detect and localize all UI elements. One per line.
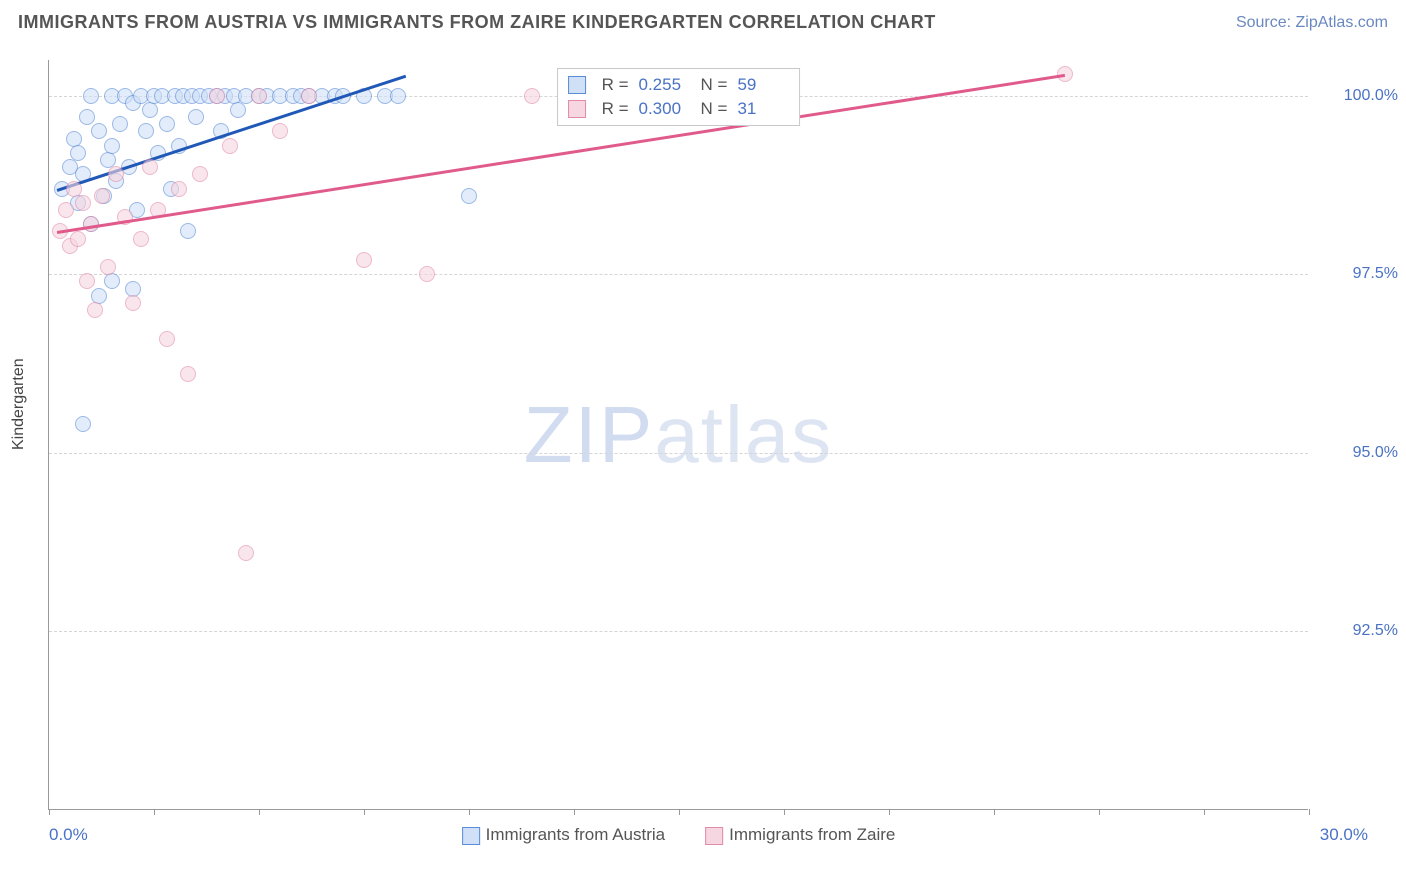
legend-label: Immigrants from Zaire: [729, 825, 895, 844]
data-point: [524, 88, 540, 104]
watermark: ZIPatlas: [524, 389, 833, 481]
data-point: [94, 188, 110, 204]
watermark-zip: ZIP: [524, 390, 654, 479]
source-label: Source: ZipAtlas.com: [1236, 14, 1388, 32]
data-point: [87, 302, 103, 318]
data-point: [209, 88, 225, 104]
data-point: [104, 273, 120, 289]
data-point: [70, 145, 86, 161]
data-point: [159, 331, 175, 347]
r-value: 0.255: [639, 75, 691, 95]
legend-swatch: [462, 827, 480, 845]
data-point: [272, 123, 288, 139]
data-point: [138, 123, 154, 139]
data-point: [251, 88, 267, 104]
data-point: [83, 88, 99, 104]
data-point: [159, 116, 175, 132]
y-tick-label: 100.0%: [1318, 87, 1398, 105]
legend-swatch: [705, 827, 723, 845]
data-point: [192, 166, 208, 182]
data-point: [75, 416, 91, 432]
x-tick-mark: [1099, 809, 1100, 815]
legend-item: Immigrants from Zaire: [705, 825, 895, 845]
y-tick-label: 97.5%: [1318, 265, 1398, 283]
data-point: [112, 116, 128, 132]
x-tick-mark: [469, 809, 470, 815]
data-point: [58, 202, 74, 218]
watermark-atlas: atlas: [654, 390, 833, 479]
x-tick-mark: [889, 809, 890, 815]
x-tick-mark: [994, 809, 995, 815]
x-tick-mark: [679, 809, 680, 815]
data-point: [91, 123, 107, 139]
x-min-label: 0.0%: [49, 825, 88, 845]
data-point: [171, 181, 187, 197]
y-axis-label: Kindergarten: [10, 358, 28, 450]
data-point: [238, 545, 254, 561]
plot-area: ZIPatlas 92.5%95.0%97.5%100.0%0.0%30.0%R…: [48, 60, 1308, 810]
n-value: 59: [737, 75, 789, 95]
x-tick-mark: [784, 809, 785, 815]
data-point: [230, 102, 246, 118]
x-max-label: 30.0%: [1320, 825, 1368, 845]
r-label: R =: [602, 75, 629, 95]
chart-container: Kindergarten ZIPatlas 92.5%95.0%97.5%100…: [0, 50, 1406, 892]
r-label: R =: [602, 99, 629, 119]
gridline-h: [49, 453, 1308, 454]
x-tick-mark: [574, 809, 575, 815]
r-value: 0.300: [639, 99, 691, 119]
data-point: [356, 252, 372, 268]
legend-swatch: [568, 100, 586, 118]
n-label: N =: [701, 75, 728, 95]
stat-legend-row: R = 0.255 N = 59: [568, 73, 790, 97]
data-point: [104, 138, 120, 154]
data-point: [180, 366, 196, 382]
data-point: [70, 231, 86, 247]
data-point: [142, 102, 158, 118]
data-point: [79, 109, 95, 125]
data-point: [419, 266, 435, 282]
legend-swatch: [568, 76, 586, 94]
n-label: N =: [701, 99, 728, 119]
gridline-h: [49, 631, 1308, 632]
x-tick-mark: [1309, 809, 1310, 815]
data-point: [461, 188, 477, 204]
data-point: [133, 231, 149, 247]
x-tick-mark: [49, 809, 50, 815]
data-point: [79, 273, 95, 289]
data-point: [390, 88, 406, 104]
data-point: [222, 138, 238, 154]
data-point: [100, 259, 116, 275]
n-value: 31: [737, 99, 789, 119]
stat-legend: R = 0.255 N = 59 R = 0.300 N = 31: [557, 68, 801, 126]
x-tick-mark: [364, 809, 365, 815]
data-point: [108, 166, 124, 182]
data-point: [125, 295, 141, 311]
y-tick-label: 95.0%: [1318, 444, 1398, 462]
legend-label: Immigrants from Austria: [486, 825, 666, 844]
x-tick-mark: [259, 809, 260, 815]
data-point: [142, 159, 158, 175]
chart-title: IMMIGRANTS FROM AUSTRIA VS IMMIGRANTS FR…: [18, 12, 936, 33]
y-tick-label: 92.5%: [1318, 622, 1398, 640]
stat-legend-row: R = 0.300 N = 31: [568, 97, 790, 121]
x-tick-mark: [154, 809, 155, 815]
data-point: [188, 109, 204, 125]
gridline-h: [49, 274, 1308, 275]
header-row: IMMIGRANTS FROM AUSTRIA VS IMMIGRANTS FR…: [0, 0, 1406, 41]
legend-item: Immigrants from Austria: [462, 825, 666, 845]
bottom-legend: Immigrants from Austria Immigrants from Z…: [462, 825, 896, 845]
data-point: [180, 223, 196, 239]
x-tick-mark: [1204, 809, 1205, 815]
data-point: [75, 195, 91, 211]
data-point: [301, 88, 317, 104]
